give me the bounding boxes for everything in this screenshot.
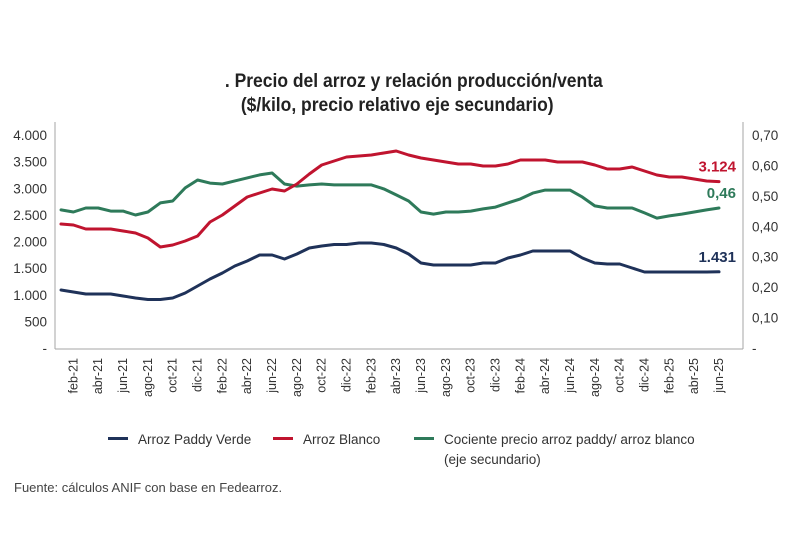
legend-swatch-blanco: [273, 436, 293, 440]
x-tick-label: ago-22: [290, 358, 304, 397]
legend-item-cociente: Cociente precio arroz paddy/ arroz blanc…: [414, 430, 695, 470]
legend-swatch-cociente: [414, 436, 434, 440]
x-tick-label: jun-21: [116, 358, 130, 394]
x-tick-label: oct-23: [464, 358, 478, 393]
x-tick-label: feb-22: [215, 358, 229, 393]
series-line-paddy: [59, 241, 721, 301]
x-tick-label: jun-25: [712, 358, 726, 394]
x-tick-label: abr-22: [240, 358, 254, 394]
x-tick-label: dic-24: [638, 358, 652, 392]
legend-swatch-paddy: [108, 436, 128, 440]
x-tick-label: dic-21: [191, 358, 205, 392]
x-tick-label: feb-23: [364, 358, 378, 393]
legend-item-paddy: Arroz Paddy Verde: [108, 430, 251, 450]
x-tick-label: abr-25: [687, 358, 701, 394]
x-tick-label: feb-25: [662, 358, 676, 393]
x-tick-label: oct-24: [613, 358, 627, 393]
x-axis-ticks: feb-21 abr-21 jun-21 ago-21 oct-21 dic-21 feb-…: [66, 358, 726, 397]
x-tick-label: oct-21: [166, 358, 180, 393]
y-right-tick-label: -: [752, 341, 757, 356]
y-left-tick-label: 1.000: [13, 288, 47, 303]
y-right-tick-label: 0,30: [752, 250, 778, 265]
legend-label-cociente-2: (eje secundario): [444, 452, 541, 467]
y-right-tick-label: 0,60: [752, 158, 778, 173]
y-right-tick-label: 0,70: [752, 128, 778, 143]
end-label-blanco: 3.124: [698, 159, 736, 176]
legend-label-cociente: Cociente precio arroz paddy/ arroz blanc…: [444, 432, 695, 447]
x-tick-label: jun-23: [414, 358, 428, 394]
y-right-tick-label: 0,10: [752, 311, 778, 326]
x-tick-label: jun-24: [563, 358, 577, 394]
source-note: Fuente: cálculos ANIF con base en Fedear…: [14, 480, 283, 495]
y-left-tick-label: 4.000: [13, 128, 47, 143]
x-tick-label: dic-22: [340, 358, 354, 392]
x-tick-label: feb-21: [66, 358, 80, 393]
right-axis-ticks: - 0,10 0,20 0,30 0,40 0,50 0,60 0,70: [752, 128, 778, 356]
x-tick-label: abr-24: [538, 358, 552, 394]
chart-title: . Precio del arroz y relación producción…: [32, 70, 768, 118]
series-lines: [59, 149, 721, 301]
y-right-tick-label: 0,40: [752, 219, 778, 234]
chart-subtitle: ($/kilo, precio relativo eje secundario): [240, 95, 554, 116]
y-right-tick-label: 0,20: [752, 280, 778, 295]
y-left-tick-label: 2.500: [13, 208, 47, 223]
chart-title-line1: . Precio del arroz y relación producción…: [224, 71, 603, 92]
y-left-tick-label: 3.000: [13, 181, 47, 196]
end-label-paddy: 1.431: [698, 249, 736, 266]
series-line-blanco: [59, 149, 721, 249]
legend-label-cociente-wrap: Cociente precio arroz paddy/ arroz blanc…: [444, 430, 695, 470]
x-tick-label: dic-23: [489, 358, 503, 392]
y-left-tick-label: 500: [24, 314, 47, 329]
y-right-tick-label: 0,50: [752, 189, 778, 204]
end-labels: 1.431 3.124 0,46: [698, 159, 736, 266]
series-line-cociente: [59, 171, 721, 220]
x-tick-label: ago-21: [141, 358, 155, 397]
y-left-tick-label: 1.500: [13, 261, 47, 276]
legend-label-paddy: Arroz Paddy Verde: [138, 432, 252, 447]
x-tick-label: feb-24: [513, 358, 527, 393]
x-tick-label: abr-23: [389, 358, 403, 394]
x-tick-label: ago-23: [439, 358, 453, 397]
legend-label-blanco: Arroz Blanco: [303, 432, 381, 447]
x-tick-label: oct-22: [315, 358, 329, 393]
legend-item-blanco: Arroz Blanco: [273, 430, 380, 450]
y-left-tick-label: -: [43, 341, 48, 356]
end-label-cociente: 0,46: [707, 185, 736, 202]
y-left-tick-label: 2.000: [13, 235, 47, 250]
x-tick-label: jun-22: [265, 358, 279, 394]
x-tick-label: ago-24: [588, 358, 602, 397]
y-left-tick-label: 3.500: [13, 155, 47, 170]
left-axis-ticks: - 500 1.000 1.500 2.000 2.500 3.000 3.500 4.000: [13, 128, 47, 356]
x-tick-label: abr-21: [91, 358, 105, 394]
